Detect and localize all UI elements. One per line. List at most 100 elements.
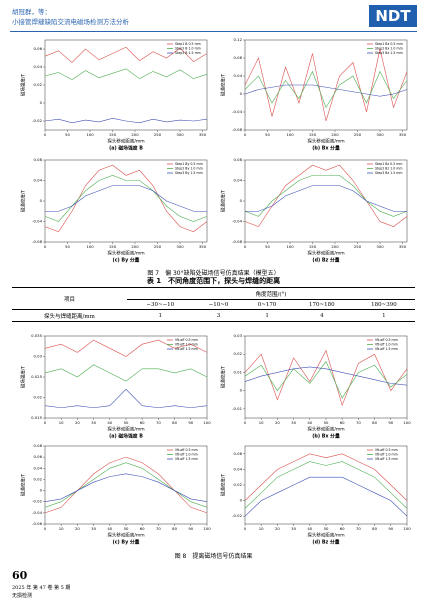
y-tick-label: 0.08 (34, 443, 43, 448)
x-tick-label: 150 (309, 132, 317, 137)
y-tick-label: 0.06 (34, 46, 43, 51)
x-tick-label: 100 (86, 244, 94, 249)
y-tick-label: -0.02 (32, 118, 42, 123)
x-tick-label: 60 (140, 526, 145, 531)
y-axis-label: 磁通密度/T (20, 474, 27, 497)
data-line (244, 349, 408, 407)
journal-issue: 2025 年 第 47 卷 第 5 期 (12, 585, 71, 591)
data-line (44, 456, 208, 514)
y-tick-label: 0 (240, 388, 243, 393)
legend-label: Step3 Bz 1.5 mm (375, 171, 402, 175)
x-tick-label: 200 (131, 132, 139, 137)
x-tick-label: 10 (59, 420, 64, 425)
table-cell: 探头与焊缝距离/mm (44, 313, 95, 320)
x-axis-label: 探头移动距离/mm (107, 250, 144, 257)
page-number: 60 (12, 569, 28, 582)
legend-label: Step1 Bx 0.5 mm (375, 42, 403, 46)
data-line (44, 46, 208, 63)
x-tick-label: 30 (91, 420, 96, 425)
x-tick-label: 100 (403, 526, 411, 531)
legend-label: lift-off 1.5 mm (375, 347, 398, 351)
table-subheader: 170~180 (309, 301, 335, 308)
data-line (244, 175, 408, 217)
table: 项目 角度范围/(°) −30~−10 −10~0 0~170 170~180 … (12, 287, 415, 322)
legend-label: lift-off 1.0 mm (175, 453, 198, 457)
data-line (44, 473, 208, 503)
x-tick-label: 30 (291, 526, 296, 531)
y-tick-label: 0.04 (234, 178, 243, 183)
logo: NDT (369, 5, 417, 27)
y-tick-label: 0.04 (234, 466, 243, 471)
legend-label: Step3 B 1.5 mm (175, 51, 201, 55)
y-axis-label: 磁场强度/T (20, 74, 27, 97)
x-tick-label: 50 (265, 132, 270, 137)
table-subheader: 180~390 (371, 301, 397, 308)
data-line (244, 461, 408, 509)
x-tick-label: 20 (275, 420, 280, 425)
y-axis-label: 磁场强度/T (20, 366, 27, 389)
chart-subtitle: (b) Bx 分量 (312, 433, 340, 440)
chart-subtitle: (a) 磁场强度 B (109, 433, 143, 440)
y-tick-label: 0.035 (31, 333, 42, 338)
x-axis-label: 探头移动距离/mm (307, 532, 344, 539)
x-tick-label: 60 (340, 526, 345, 531)
x-tick-label: 80 (372, 526, 377, 531)
x-tick-label: 300 (176, 132, 184, 137)
y-tick-label: -0.08 (232, 239, 242, 244)
x-tick-label: 100 (403, 420, 411, 425)
data-line (44, 164, 208, 233)
table-header: 角度范围/(°) (126, 287, 415, 300)
journal-name: 无损检测 (12, 593, 33, 599)
data-line (245, 185, 407, 212)
x-tick-label: 40 (107, 526, 112, 531)
table-cell: 1 (158, 312, 163, 319)
x-tick-label: 60 (340, 420, 345, 425)
x-tick-label: 30 (91, 526, 96, 531)
data-line (44, 175, 208, 222)
x-tick-label: 70 (356, 420, 361, 425)
legend-label: lift-off 0.5 mm (175, 448, 198, 452)
x-tick-label: 200 (331, 132, 339, 137)
x-tick-label: 40 (307, 526, 312, 531)
x-tick-label: 10 (259, 526, 264, 531)
table-subheader: −30~−10 (146, 301, 175, 308)
y-tick-label: -0.08 (32, 239, 42, 244)
header-rule (10, 31, 417, 32)
data-line (45, 185, 207, 212)
y-tick-label: 0.025 (31, 374, 42, 379)
x-tick-label: 350 (199, 244, 207, 249)
x-tick-label: 250 (354, 244, 362, 249)
x-tick-label: 300 (176, 244, 184, 249)
data-line (244, 366, 408, 386)
legend-label: lift-off 1.5 mm (175, 457, 198, 461)
y-tick-label: 0.04 (234, 73, 243, 78)
legend-label: Step2 Bx 1.0 mm (375, 47, 403, 51)
x-tick-label: 90 (188, 420, 193, 425)
y-tick-label: 0.02 (34, 476, 43, 481)
y-tick-label: -0.08 (232, 127, 242, 132)
y-tick-label: 0.12 (234, 37, 243, 42)
x-tick-label: 50 (65, 244, 70, 249)
x-tick-label: 20 (75, 526, 80, 531)
y-tick-label: 0 (240, 198, 243, 203)
legend-label: lift-off 0.5 mm (375, 338, 398, 342)
x-tick-label: 300 (376, 132, 384, 137)
data-line (244, 453, 408, 501)
running-authors: 胡冠群，等： (12, 8, 51, 16)
x-axis-label: 探头移动距离/mm (107, 532, 144, 539)
x-tick-label: 90 (188, 526, 193, 531)
legend-label: Step2 By 1.0 mm (175, 167, 203, 171)
y-tick-label: -0.02 (32, 499, 42, 504)
x-tick-label: 200 (131, 244, 139, 249)
y-tick-label: 0.06 (34, 454, 43, 459)
x-tick-label: 70 (356, 526, 361, 531)
x-tick-label: 200 (331, 244, 339, 249)
legend-label: lift-off 1.0 mm (375, 453, 398, 457)
legend-label: Step3 Bx 1.5 mm (375, 51, 403, 55)
chart-subtitle: (d) Bz 分量 (312, 257, 339, 264)
table-title: 表 1 不同角度范围下，探头与焊缝的距离 (146, 277, 281, 285)
y-tick-label: 0 (240, 91, 243, 96)
x-tick-label: 60 (140, 420, 145, 425)
x-tick-label: 50 (124, 526, 129, 531)
y-tick-label: 0.06 (234, 451, 243, 456)
